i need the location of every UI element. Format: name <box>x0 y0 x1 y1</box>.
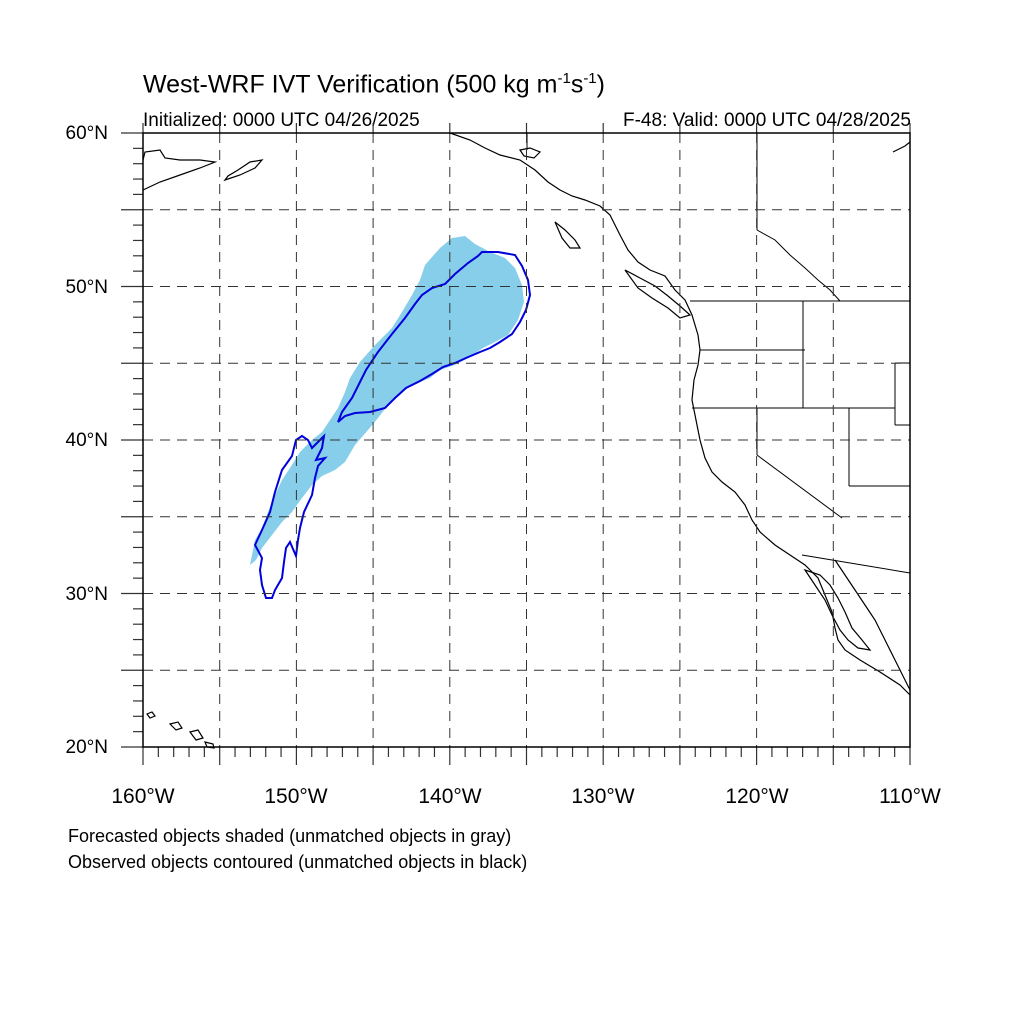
lon-label-130w: 130°W <box>571 785 635 808</box>
axis-ticks <box>121 123 911 765</box>
alaska-islands <box>223 159 264 182</box>
baja-california-inner <box>834 559 911 691</box>
gridlines <box>143 133 910 747</box>
lon-label-120w: 120°W <box>725 785 789 808</box>
initialized-time: Initialized: 0000 UTC 04/26/2025 <box>143 110 420 131</box>
title-exp-m: -1 <box>557 70 571 87</box>
lon-label-110w: 110°W <box>879 785 941 808</box>
lon-label-150w: 150°W <box>264 785 328 808</box>
lon-label-140w: 140°W <box>418 785 482 808</box>
caption-forecast: Forecasted objects shaded (unmatched obj… <box>68 826 512 846</box>
lat-label-60n: 60°N <box>65 123 108 144</box>
alaska-peninsula <box>142 149 218 191</box>
lat-label-30n: 30°N <box>65 584 108 605</box>
baja-peninsula <box>803 568 872 651</box>
lat-label-50n: 50°N <box>65 277 108 298</box>
gulf-of-alaska-coast <box>449 132 911 696</box>
lat-label-40n: 40°N <box>65 430 108 451</box>
southeast-alaska-islands <box>554 221 582 249</box>
northwest-coast-top <box>892 141 911 153</box>
bc-alberta-border-rocky <box>756 229 841 302</box>
valid-time: F-48: Valid: 0000 UTC 04/28/2025 <box>623 110 911 131</box>
lat-label-20n: 20°N <box>65 737 108 758</box>
forecast-ivt-object <box>250 236 524 565</box>
california-nevada-border-diag <box>756 454 843 519</box>
map-frame <box>142 132 911 748</box>
us-mexico-border <box>801 554 911 574</box>
vancouver-island <box>624 269 692 319</box>
hawaii-islands <box>146 711 215 749</box>
coastlines <box>142 132 911 749</box>
map-title: West-WRF IVT Verification (500 kg m-1s-1… <box>143 70 605 99</box>
observed-ivt-contour-south <box>253 433 328 599</box>
state-borders <box>526 133 911 574</box>
kodiak-islands <box>519 147 542 159</box>
observed-ivt-contour-north <box>337 251 532 423</box>
lon-label-160w: 160°W <box>111 785 175 808</box>
caption-observed: Observed objects contoured (unmatched ob… <box>68 852 528 872</box>
title-exp-s: -1 <box>583 70 597 87</box>
